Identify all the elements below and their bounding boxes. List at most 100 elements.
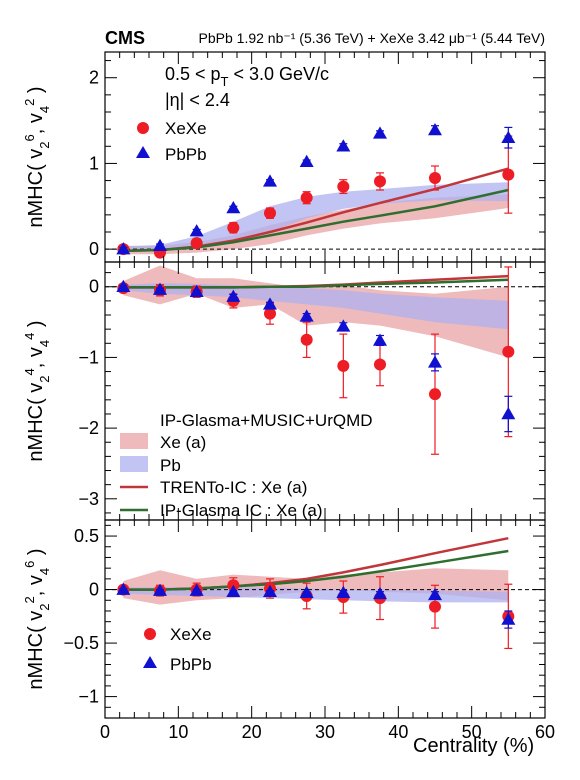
pbpb-point — [263, 584, 277, 597]
xexe-point — [264, 207, 276, 220]
ip-glasma-curve — [123, 188, 509, 253]
x-tick-label: 10 — [168, 722, 188, 742]
pt-range-label: 0.5 < pT < 3.0 GeV/c — [165, 64, 329, 89]
y-tick-label: 0 — [89, 277, 99, 297]
xexe-point — [337, 359, 350, 372]
xexe-point — [502, 345, 515, 358]
y-tick-label: −1 — [78, 347, 99, 367]
pbpb-point — [501, 406, 516, 420]
luminosity-label: PbPb 1.92 nb⁻¹ (5.36 TeV) + XeXe 3.42 μb… — [199, 30, 545, 46]
y-tick-label: −0.5 — [63, 633, 99, 653]
pbpb-point — [153, 583, 167, 596]
panel-plot-area — [105, 536, 545, 650]
legend-pb-label: Pb — [160, 456, 181, 475]
pbpb-point — [299, 309, 314, 322]
legend-model-header: IP-Glasma+MUSIC+UrQMD — [160, 411, 373, 430]
pbpb-point — [336, 139, 351, 152]
legend-trento-label: TRENTo-IC : Xe (a) — [160, 478, 307, 497]
y-tick-label: 1 — [89, 153, 99, 173]
panel-middle: −3 −2 −1 0 nMHC( v24, v44 ) IP-Glasma+MUSIC+U… — [22, 261, 546, 521]
pbpb-point — [373, 126, 387, 139]
pbpb-point — [153, 238, 167, 251]
legend-xexe-marker — [137, 122, 149, 134]
pbpb-point — [428, 355, 442, 368]
legend-xexe-marker — [144, 628, 156, 640]
panel-bottom: −1 −0.5 0 0.5 nMHC( v22, v46 ) XeXe PbPb 0 10 20 3… — [22, 519, 555, 757]
panel-plot-area — [105, 265, 545, 455]
pbpb-point — [189, 224, 204, 237]
band-pb — [123, 587, 509, 603]
x-tick-label: 20 — [242, 722, 262, 742]
pbpb-point — [189, 284, 204, 297]
y-axis-title: nMHC( v24, v44 ) — [22, 320, 52, 461]
x-tick-label: 30 — [315, 722, 335, 742]
xexe-point — [190, 237, 203, 250]
pbpb-point — [263, 174, 277, 187]
xexe-point — [429, 600, 441, 613]
y-tick-label: 0.5 — [74, 526, 99, 546]
legend-xe-label: Xe (a) — [160, 433, 206, 452]
pbpb-point — [501, 130, 516, 143]
xexe-point — [502, 168, 515, 181]
pbpb-point — [226, 289, 241, 302]
legend-xexe-label: XeXe — [170, 625, 212, 644]
x-axis-title: Centrality (%) — [413, 735, 534, 757]
y-axis-title: nMHC( v22, v46 ) — [22, 548, 52, 689]
legend-pb-band — [120, 456, 148, 472]
pbpb-point — [428, 587, 442, 601]
legend-xexe-label: XeXe — [165, 119, 207, 138]
x-tick-label: 0 — [100, 722, 110, 742]
pbpb-point — [428, 123, 442, 136]
legend-pbpb-label: PbPb — [165, 145, 207, 164]
pbpb-point — [336, 585, 351, 599]
x-tick-label: 50 — [462, 722, 482, 742]
pbpb-point — [373, 586, 387, 600]
y-tick-label: 2 — [89, 68, 99, 88]
pbpb-point — [299, 585, 314, 599]
pbpb-point — [263, 297, 277, 310]
x-tick-label: 40 — [388, 722, 408, 742]
legend-pbpb-marker — [136, 146, 150, 158]
band-pb — [123, 182, 509, 251]
pbpb-point — [116, 242, 131, 255]
pbpb-point — [336, 319, 351, 332]
xexe-point — [429, 388, 441, 401]
y-tick-label: −2 — [78, 418, 99, 438]
legend-glasma-label: IP-Glasma IC : Xe (a) — [160, 501, 322, 520]
y-axis-title: nMHC( v26, v42 ) — [22, 86, 52, 227]
legend-pbpb-label: PbPb — [170, 655, 212, 674]
panel-plot-area — [105, 123, 545, 259]
pbpb-point — [189, 583, 204, 596]
xexe-point — [227, 221, 240, 234]
pbpb-point — [373, 333, 387, 346]
band-pb — [123, 283, 509, 330]
y-tick-label: −1 — [78, 687, 99, 707]
eta-range-label: |η| < 2.4 — [165, 90, 230, 110]
pbpb-point — [299, 154, 314, 167]
ip-glasma-curve — [123, 278, 509, 289]
xexe-point — [300, 333, 313, 346]
pbpb-point — [153, 282, 167, 295]
ip-glasma-curve — [123, 549, 509, 591]
experiment-label: CMS — [105, 28, 145, 48]
pbpb-point — [226, 584, 241, 597]
xexe-point — [374, 175, 386, 188]
pbpb-point — [501, 612, 516, 625]
plot-panels: 0 1 2 nMHC( v26, v42 ) 0.5 < pT < 3.0 GeV/c|… — [22, 51, 555, 757]
pbpb-point — [226, 201, 241, 214]
legend-xe-band — [120, 433, 148, 449]
xexe-point — [264, 307, 276, 320]
legend-pbpb-marker — [143, 656, 157, 668]
y-tick-label: 0 — [89, 239, 99, 259]
x-tick-label: 60 — [535, 722, 555, 742]
y-tick-label: −3 — [78, 489, 99, 509]
y-tick-label: 0 — [89, 580, 99, 600]
xexe-point — [337, 180, 350, 193]
pbpb-point — [116, 582, 131, 595]
xexe-point — [374, 358, 386, 371]
xexe-point — [429, 172, 441, 184]
xexe-point — [300, 191, 313, 204]
pbpb-point — [116, 279, 131, 292]
